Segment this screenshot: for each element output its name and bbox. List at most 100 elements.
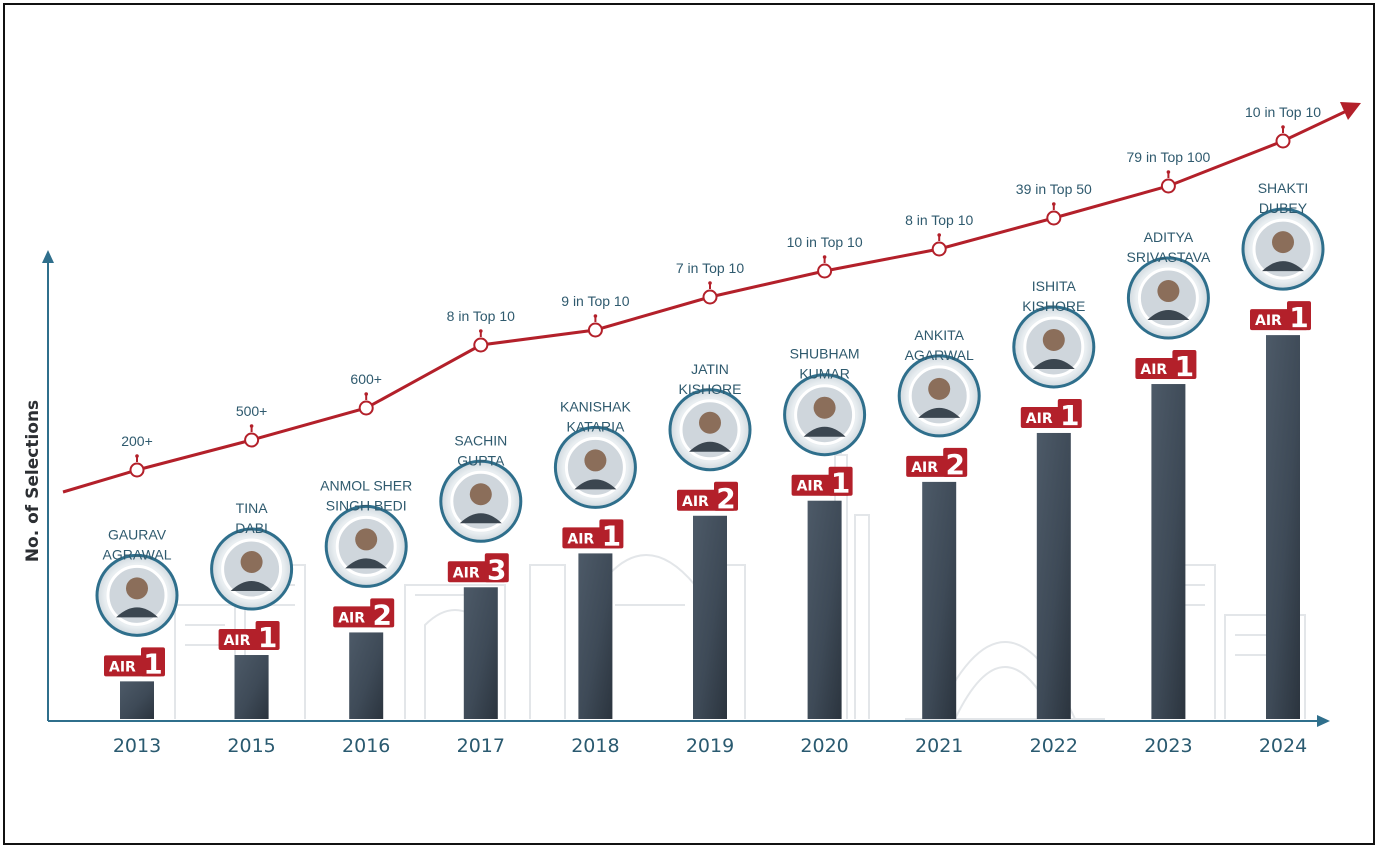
bar-2020 [807, 500, 842, 719]
rank-prefix: AIR [682, 494, 709, 510]
rank-prefix: AIR [567, 531, 594, 547]
rank-prefix: AIR [1140, 362, 1167, 378]
year-label-2023: 2023 [1144, 735, 1192, 757]
topper-name-line: DUBEY [1259, 200, 1308, 216]
rank-badge-2021: AIR 2 [906, 447, 968, 481]
rank-badge-2013: AIR 1 [104, 647, 165, 680]
rank-badge-2023: AIR 1 [1135, 350, 1197, 383]
bar-2024 [1266, 335, 1300, 719]
trend-point-2024 [1275, 133, 1291, 149]
chart-frame: No. of Selections 200+ 500+ 600+ 8 in Top 1… [3, 3, 1375, 845]
year-label-2013: 2013 [113, 735, 161, 757]
rank-prefix: AIR [338, 610, 365, 626]
topper-name-line: SACHIN [454, 432, 507, 448]
bar-2018 [578, 553, 613, 719]
bar-2017 [463, 587, 498, 719]
trend-label-2019: 7 in Top 10 [676, 260, 744, 276]
trend-label-2018: 9 in Top 10 [561, 293, 629, 309]
year-label-2017: 2017 [457, 735, 505, 757]
year-labels: 2013 2015 2016 2017 2018 2019 2020 2021 2022 2023… [113, 735, 1307, 757]
rank-prefix: AIR [797, 479, 824, 495]
rank-badge-2022: AIR 1 [1020, 398, 1082, 432]
rank-badge-2024: AIR 1 [1250, 301, 1311, 334]
topper-name-line: SHAKTI [1258, 180, 1309, 196]
trend-point-2018 [587, 322, 603, 338]
rank-number: 1 [1289, 301, 1308, 334]
toppers-group: AIR 1 GAURAV AGRAWAL AIR 1 TINA DABI AIR 2 ANMOL S… [95, 180, 1325, 680]
topper-name-line: GUPTA [457, 452, 505, 468]
topper-name-line: ADITYA [1144, 229, 1194, 245]
trend-line-group: 200+ 500+ 600+ 8 in Top 10 9 in Top 10 7 in T… [62, 102, 1361, 494]
rank-number: 1 [1175, 350, 1194, 383]
topper-avatar-2022 [1012, 305, 1096, 389]
trend-label-2020: 10 in Top 10 [787, 234, 863, 250]
topper-name-line: GAURAV [108, 526, 167, 542]
trend-point-2015 [244, 432, 260, 448]
topper-name-line: SHUBHAM [790, 346, 860, 362]
topper-name-line: JATIN [691, 361, 729, 377]
rank-badge-2020: AIR 1 [791, 466, 853, 500]
topper-avatar-2019 [668, 388, 752, 472]
bar-2016 [349, 632, 384, 719]
rank-prefix: AIR [109, 659, 136, 675]
topper-name-line: ISHITA [1032, 278, 1077, 294]
topper-avatar-2013 [95, 553, 179, 637]
rank-number: 2 [945, 448, 964, 481]
trend-point-2023 [1160, 178, 1176, 194]
chart-svg: No. of Selections 200+ 500+ 600+ 8 in Top 1… [23, 102, 1361, 757]
year-label-2016: 2016 [342, 735, 390, 757]
bar-2019 [693, 515, 727, 719]
rank-prefix: AIR [453, 565, 480, 581]
rank-number: 3 [487, 553, 506, 586]
topper-name-line: ANMOL SHER [320, 477, 412, 493]
bar-2023 [1151, 384, 1186, 719]
rank-prefix: AIR [1026, 411, 1053, 427]
y-axis [42, 250, 54, 721]
rank-number: 2 [372, 598, 391, 631]
year-label-2021: 2021 [915, 735, 963, 757]
rank-number: 1 [602, 519, 621, 552]
bars-group [120, 335, 1300, 719]
bar-2021 [922, 481, 957, 719]
year-label-2018: 2018 [571, 735, 619, 757]
rank-number: 1 [143, 647, 162, 680]
bar-2015 [234, 655, 269, 719]
topper-avatar-2024 [1241, 207, 1325, 291]
topper-avatar-2018 [553, 425, 637, 509]
topper-avatar-2016 [324, 504, 408, 588]
topper-name-line: ANKITA [914, 327, 964, 343]
topper-name-line: KANISHAK [560, 398, 631, 414]
rank-prefix: AIR [1255, 313, 1282, 329]
topper-avatar-2015 [210, 527, 294, 611]
bar-2022 [1036, 432, 1071, 719]
rank-badge-2019: AIR 2 [677, 481, 738, 515]
year-label-2015: 2015 [227, 735, 275, 757]
topper-name-line: AGARWAL [905, 347, 974, 363]
trend-label-2017: 8 in Top 10 [447, 308, 515, 324]
year-label-2020: 2020 [800, 735, 848, 757]
topper-name-line: AGRAWAL [103, 546, 172, 562]
topper-name-line: KISHORE [678, 381, 741, 397]
x-axis [48, 715, 1330, 727]
trend-label-2016: 600+ [350, 371, 382, 387]
topper-name-line: KATARIA [566, 418, 624, 434]
trend-label-2015: 500+ [236, 403, 268, 419]
trend-label-2024: 10 in Top 10 [1245, 104, 1321, 120]
topper-avatar-2017 [439, 459, 523, 543]
rank-badge-2015: AIR 1 [218, 621, 280, 654]
topper-name-line: DABI [235, 520, 268, 536]
rank-badge-2018: AIR 1 [562, 519, 624, 552]
topper-name-line: SINGH BEDI [326, 497, 407, 513]
trend-label-2023: 79 in Top 100 [1126, 149, 1210, 165]
trend-point-2020 [817, 263, 833, 279]
topper-avatar-2023 [1126, 256, 1210, 340]
trend-point-2019 [702, 289, 718, 305]
topper-name-line: KUMAR [799, 366, 850, 382]
rank-number: 1 [831, 467, 850, 500]
topper-avatar-2020 [783, 373, 867, 457]
rank-badge-2017: AIR 3 [447, 553, 509, 586]
rank-badge-2016: AIR 2 [333, 598, 395, 631]
trend-point-2016 [358, 400, 374, 416]
trend-point-2022 [1046, 210, 1062, 226]
trend-point-2021 [931, 241, 947, 257]
